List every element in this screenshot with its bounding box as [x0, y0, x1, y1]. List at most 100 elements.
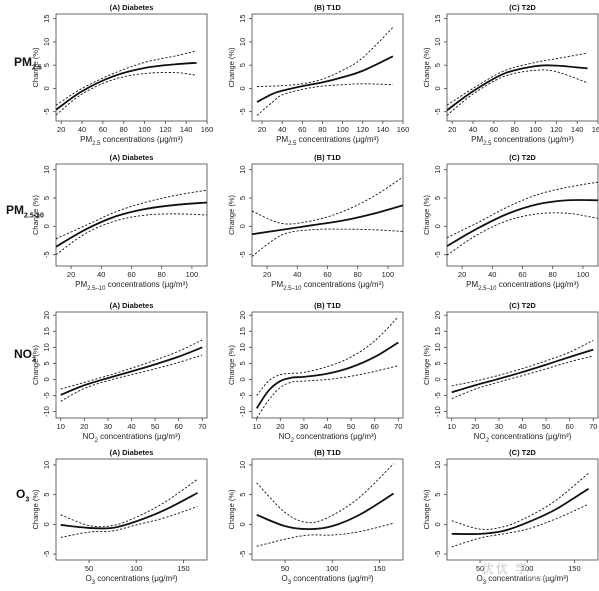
x-tick-label: 160: [397, 125, 410, 134]
y-tick-label: 10: [238, 343, 247, 351]
x-tick-label: 20: [57, 125, 65, 134]
y-tick-label: -5: [238, 551, 247, 558]
y-tick-label: 0: [433, 224, 442, 228]
x-tick-label: 100: [326, 564, 339, 573]
y-tick-label: 10: [42, 38, 51, 46]
y-tick-label: 0: [433, 522, 442, 526]
y-tick-label: 0: [238, 224, 247, 228]
y-tick-label: 5: [433, 196, 442, 200]
x-tick-label: 100: [138, 125, 151, 134]
plot-frame: [55, 311, 208, 419]
x-tick-label: 70: [198, 422, 206, 431]
x-tick-label: 150: [568, 564, 581, 573]
x-tick-label: 140: [377, 125, 390, 134]
y-tick-label: 0: [433, 377, 442, 381]
x-tick-label: 20: [448, 125, 456, 134]
upper-ci-line: [56, 50, 197, 106]
upper-ci-line: [451, 339, 594, 387]
estimate-line: [451, 348, 594, 394]
x-axis-label: NO2 concentrations (μg/m³): [279, 432, 377, 444]
y-tick-label: 15: [42, 14, 51, 22]
y-tick-label: 5: [433, 63, 442, 67]
x-tick-label: 100: [521, 564, 534, 573]
lower-ci-line: [451, 355, 594, 400]
x-tick-label: 40: [488, 270, 496, 279]
estimate-line: [447, 64, 588, 112]
y-tick-label: 5: [238, 63, 247, 67]
y-tick-label: 10: [238, 165, 247, 173]
x-tick-label: 50: [542, 422, 550, 431]
lower-ci-line: [447, 212, 598, 256]
y-tick-label: -5: [42, 251, 51, 258]
y-tick-label: -5: [433, 108, 442, 115]
chart-title: (C) T2D: [509, 448, 536, 457]
x-axis-label: PM2.5–10 concentrations (μg/m³): [75, 280, 188, 292]
watermark: 优优 学: [482, 562, 530, 576]
x-tick-label: 10: [448, 422, 456, 431]
x-tick-label: 150: [373, 564, 386, 573]
x-tick-label: 60: [566, 422, 574, 431]
y-tick-label: 5: [238, 361, 247, 365]
y-tick-label: 20: [433, 311, 442, 319]
plot-frame: [446, 311, 599, 419]
y-tick-label: -5: [42, 392, 51, 399]
plot-frame: [251, 311, 404, 419]
y-tick-label: 15: [433, 327, 442, 335]
estimate-line: [60, 492, 198, 530]
x-tick-label: 100: [529, 125, 542, 134]
x-tick-label: 80: [318, 125, 326, 134]
x-tick-label: 20: [258, 125, 266, 134]
y-axis-label: Change (%): [31, 489, 40, 530]
x-tick-label: 60: [175, 422, 183, 431]
chart-title: (A) Diabetes: [110, 153, 154, 162]
x-tick-label: 60: [99, 125, 107, 134]
lower-ci-line: [60, 506, 198, 538]
y-tick-label: 5: [42, 361, 51, 365]
y-tick-label: 5: [238, 493, 247, 497]
y-tick-label: 20: [238, 311, 247, 319]
x-axis-label: O3 concentrations (μg/m³): [86, 574, 178, 586]
chart-panel: (B) T1D 20 40 60 80 100 120 140 160 -5 0 5 10 15 PM2.5…: [227, 3, 409, 147]
x-tick-label: 100: [130, 564, 143, 573]
x-tick-label: 40: [469, 125, 477, 134]
x-tick-label: 60: [127, 270, 135, 279]
y-tick-label: 10: [433, 165, 442, 173]
x-tick-label: 60: [518, 270, 526, 279]
x-tick-label: 20: [80, 422, 88, 431]
x-tick-label: 100: [382, 270, 395, 279]
y-tick-label: 10: [42, 461, 51, 469]
y-tick-label: 15: [238, 327, 247, 335]
y-tick-label: -10: [238, 406, 247, 417]
chart-title: (A) Diabetes: [110, 3, 154, 12]
y-tick-label: -10: [42, 406, 51, 417]
y-tick-label: 0: [238, 86, 247, 90]
x-axis-label: O3 concentrations (μg/m³): [282, 574, 374, 586]
estimate-line: [447, 199, 598, 247]
x-axis-label: PM2.5 concentrations (μg/m³): [276, 135, 379, 147]
y-tick-label: 20: [42, 311, 51, 319]
x-tick-label: 60: [490, 125, 498, 134]
x-tick-label: 40: [278, 125, 286, 134]
chart-panel: (B) T1D 50 100 150 -5 0 5 10 O3 concentrations (…: [227, 448, 404, 586]
chart-title: (B) T1D: [314, 3, 341, 12]
y-tick-label: 10: [433, 461, 442, 469]
x-tick-label: 100: [186, 270, 199, 279]
y-tick-label: 0: [42, 377, 51, 381]
plot-frame: [446, 163, 599, 267]
chart-panel: (A) Diabetes 20 40 60 80 100 120 140 160 -5 0 5 10 15…: [31, 3, 213, 147]
lower-ci-line: [451, 503, 589, 548]
y-tick-label: -5: [433, 551, 442, 558]
estimate-line: [56, 201, 207, 248]
y-tick-label: 5: [433, 493, 442, 497]
chart-title: (A) Diabetes: [110, 301, 154, 310]
y-tick-label: -5: [238, 108, 247, 115]
x-tick-label: 80: [354, 270, 362, 279]
x-tick-label: 30: [300, 422, 308, 431]
chart-panel: (B) T1D 20 40 60 80 100 -5 0 5 10 PM2.5–10 concent…: [227, 153, 404, 292]
x-tick-label: 40: [323, 422, 331, 431]
x-tick-label: 40: [97, 270, 105, 279]
x-tick-label: 140: [571, 125, 584, 134]
